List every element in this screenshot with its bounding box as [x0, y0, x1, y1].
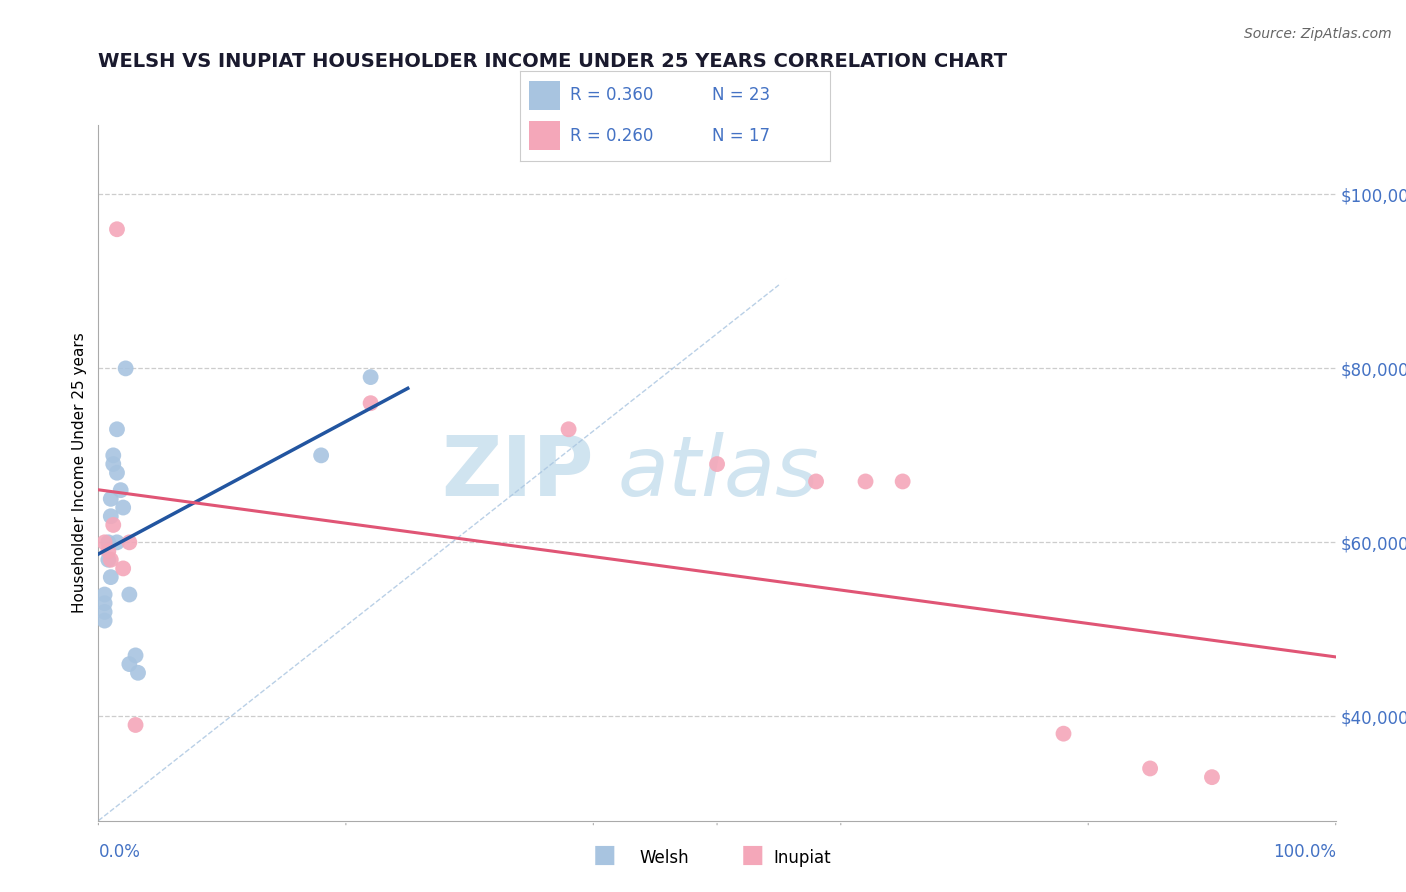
Point — [360, 396, 382, 410]
Point — [124, 718, 146, 732]
Point — [706, 457, 728, 471]
Text: atlas: atlas — [619, 433, 820, 513]
Text: R = 0.360: R = 0.360 — [569, 87, 652, 104]
Point — [112, 500, 135, 515]
Point — [93, 596, 115, 610]
Bar — [530, 121, 561, 150]
Y-axis label: Householder Income Under 25 years: Householder Income Under 25 years — [72, 333, 87, 613]
Point — [118, 657, 141, 671]
Point — [112, 561, 135, 575]
Point — [360, 370, 382, 384]
Point — [93, 535, 115, 549]
Text: R = 0.260: R = 0.260 — [569, 127, 652, 145]
Text: ZIP: ZIP — [441, 433, 593, 513]
Point — [804, 475, 827, 489]
Point — [105, 422, 128, 436]
Point — [105, 222, 128, 236]
Point — [93, 605, 115, 619]
Point — [103, 449, 125, 463]
Bar — [530, 81, 561, 110]
Point — [118, 588, 141, 602]
Point — [100, 570, 122, 584]
Text: Welsh: Welsh — [640, 849, 689, 867]
Point — [127, 665, 149, 680]
Point — [1052, 726, 1074, 740]
Point — [110, 483, 132, 498]
Point — [97, 544, 120, 558]
Point — [124, 648, 146, 663]
Text: WELSH VS INUPIAT HOUSEHOLDER INCOME UNDER 25 YEARS CORRELATION CHART: WELSH VS INUPIAT HOUSEHOLDER INCOME UNDE… — [98, 53, 1008, 71]
Point — [855, 475, 877, 489]
Point — [1201, 770, 1223, 784]
Text: 0.0%: 0.0% — [98, 843, 141, 861]
Point — [100, 509, 122, 524]
Point — [891, 475, 914, 489]
Point — [93, 588, 115, 602]
Point — [1139, 762, 1161, 776]
Point — [309, 449, 332, 463]
Point — [114, 361, 136, 376]
Text: 100.0%: 100.0% — [1272, 843, 1336, 861]
Point — [97, 535, 120, 549]
Point — [93, 614, 115, 628]
Text: N = 23: N = 23 — [711, 87, 770, 104]
Point — [103, 517, 125, 532]
Point — [105, 535, 128, 549]
Text: Inupiat: Inupiat — [773, 849, 831, 867]
Text: Source: ZipAtlas.com: Source: ZipAtlas.com — [1244, 27, 1392, 41]
Point — [97, 552, 120, 567]
Text: ■: ■ — [593, 843, 616, 867]
Text: N = 17: N = 17 — [711, 127, 770, 145]
Point — [557, 422, 579, 436]
Point — [100, 491, 122, 506]
Point — [100, 552, 122, 567]
Point — [118, 535, 141, 549]
Point — [105, 466, 128, 480]
Point — [103, 457, 125, 471]
Text: ■: ■ — [741, 843, 763, 867]
